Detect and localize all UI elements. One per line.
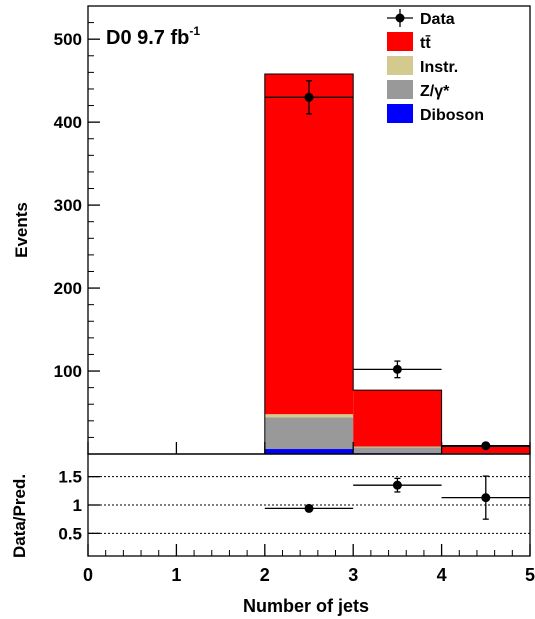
hist-bar-3-2	[264, 74, 354, 415]
x-tick-label-2: 2	[260, 565, 270, 585]
data-point-1	[392, 364, 402, 374]
ratio-x-axis-ticks: 0 1 2 3 4 5	[83, 544, 535, 585]
ratio-plot: 0.5 1 1.5 0 1 2 3 4 5 Data/Pred. Number of jets	[10, 453, 535, 616]
y-tick-label-1: 200	[54, 279, 82, 298]
hist-bar-3-3	[353, 390, 442, 447]
ratio-point-0	[304, 503, 314, 513]
y-tick-label-3: 400	[54, 113, 82, 132]
y-axis-label: Events	[12, 202, 31, 258]
hist-bar-2-2	[264, 414, 354, 418]
ratio-y-tick-label-1: 1	[73, 496, 82, 515]
legend-swatch-0	[387, 32, 413, 51]
x-tick-label-0: 0	[83, 565, 93, 585]
legend-label-3: Diboson	[420, 107, 484, 124]
experiment-annotation: D0 9.7 fb-1	[106, 24, 200, 49]
legend-swatch-2	[387, 80, 413, 99]
legend-label-data: Data	[420, 11, 455, 28]
ratio-y-tick-label-0: 0.5	[58, 524, 82, 543]
y-tick-label-0: 100	[54, 362, 82, 381]
ratio-point-2	[481, 493, 491, 503]
x-tick-label-5: 5	[525, 565, 535, 585]
x-axis-label: Number of jets	[243, 596, 369, 616]
data-point-2	[481, 441, 491, 451]
legend: Data tt̄ Instr. Z/γ* Diboson	[387, 9, 484, 124]
legend-label-2: Z/γ*	[420, 83, 450, 100]
ratio-plot-frame	[87, 453, 531, 557]
ratio-points	[264, 475, 530, 520]
experiment-annotation-sup: -1	[189, 24, 200, 38]
data-point-0	[304, 92, 314, 102]
ratio-point-1	[392, 480, 402, 490]
experiment-annotation-main: D0 9.7 fb	[106, 27, 189, 49]
x-tick-label-3: 3	[348, 565, 358, 585]
legend-label-0: tt̄	[420, 34, 431, 52]
stacked-histogram	[88, 73, 531, 455]
ratio-y-axis-label: Data/Pred.	[10, 474, 29, 558]
data-points	[264, 80, 530, 451]
legend-data-marker	[395, 13, 405, 23]
x-tick-label-1: 1	[171, 565, 181, 585]
ratio-y-tick-label-2: 1.5	[58, 468, 82, 487]
y-tick-label-2: 300	[54, 196, 82, 215]
hist-bar-0-2	[264, 449, 354, 454]
legend-swatch-1	[387, 56, 413, 75]
legend-label-1: Instr.	[420, 59, 458, 76]
legend-swatch-3	[387, 104, 413, 123]
y-axis-ticks: 100 200 300 400 500	[54, 22, 100, 438]
main-plot: 100 200 300 400 500 D0 9.7 fb-1 Events Data t…	[12, 5, 531, 455]
x-tick-label-4: 4	[437, 565, 447, 585]
hist-bar-1-2	[264, 417, 354, 450]
hist-bar-2-3	[353, 446, 442, 448]
hist-bar-1-3	[353, 447, 442, 454]
y-tick-label-4: 500	[54, 30, 82, 49]
ratio-y-axis-ticks: 0.5 1 1.5	[58, 468, 100, 543]
